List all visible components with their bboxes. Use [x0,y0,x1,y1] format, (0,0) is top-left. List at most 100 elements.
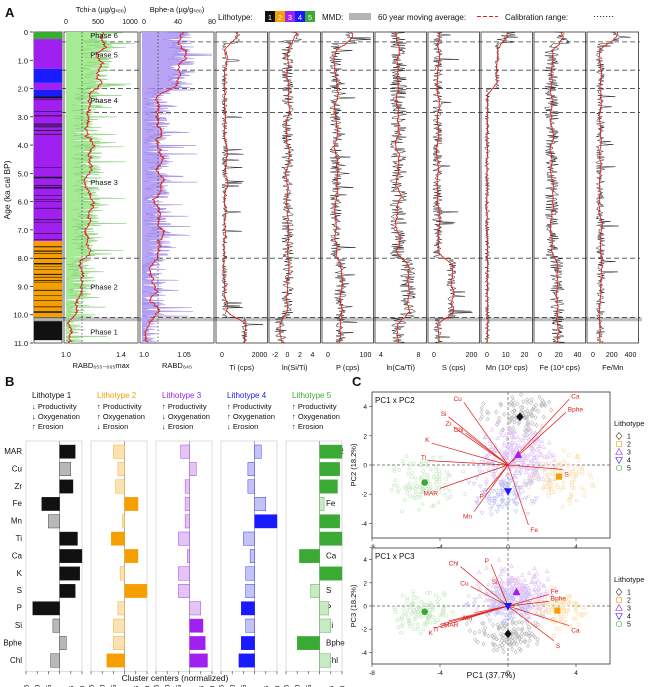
pca-point [399,630,403,635]
pca-point [512,490,518,495]
cluster-bar [319,531,343,546]
pca-point [560,605,565,610]
cluster-bar [124,497,139,511]
pca-point [591,484,595,489]
pca-legend-marker [615,447,623,455]
pca-point [522,456,527,461]
pca-point [426,491,431,496]
pca-point [533,586,538,591]
pca-point [502,613,508,618]
loading-arrow [431,442,509,466]
pca-point [523,639,528,644]
pca-point [524,424,529,430]
loading-label: P [480,493,484,500]
column-frame [586,31,639,344]
pca-point [550,597,554,601]
pca-point [536,477,542,482]
pca-point [544,461,549,466]
pca-point [537,461,543,467]
loading-arrow [439,464,509,489]
element-tick: 20 [555,352,563,359]
pca-point [527,481,533,487]
pca-point [581,605,585,610]
pca-point [406,487,411,492]
pca-point [533,581,539,586]
column-frame [63,31,139,344]
cluster-bar [240,601,255,616]
pca-point [555,599,559,603]
pca-point [568,501,573,506]
pca-point [566,599,571,603]
pca-point [488,507,494,512]
pca-point [426,614,431,619]
pca-point [496,418,502,423]
x-tick-label: 0.5 [68,685,75,687]
pca-point [567,474,572,478]
pca-point [534,446,540,451]
pca-point [580,466,584,470]
pca-point [582,488,586,492]
pca-point [498,631,503,637]
pca-point [526,419,531,425]
pca-point [538,582,544,587]
tchi-bottom-tick: 1.0 [61,352,71,359]
pca-point [499,499,505,504]
pca-point [535,594,541,599]
pca-point [568,624,573,629]
pca-point [566,464,570,469]
pca-point [416,610,420,615]
pca-x-tick-label: -8 [369,544,375,551]
panel-b: BMARMARCuCuZrZrFeFeMnMnTiTiCaCaKKSSPPSiS… [3,374,346,687]
cluster-bar [189,618,204,633]
cluster-bar [59,636,67,651]
pca-point [517,579,523,584]
pca-point [418,631,423,636]
variable-label-left: Si [15,621,22,630]
phase-label: Phase 3 [90,178,118,187]
loading-arrow [465,432,509,466]
pca-point [522,441,528,446]
pca-point [489,427,495,432]
pca-point [491,471,497,476]
pca-point [555,602,559,606]
pca-point [475,501,480,506]
element-FeMn-moving-average [598,31,619,344]
pca-point [510,578,515,584]
pca-point [510,452,515,457]
legend-lithotype-swatch [275,11,285,22]
pca-point [522,409,527,415]
tchi-top-tick: 1000 [122,19,138,26]
pca-point [425,591,429,595]
pca-legend-label: 2 [627,598,631,605]
pca-point [407,466,412,470]
pca-point [523,608,529,613]
pca-point [539,438,545,444]
panel-label-b: B [5,374,14,389]
pca-point [572,486,576,490]
pca-point [522,589,527,594]
pca-point [534,402,539,408]
pca-point [533,470,539,476]
pca-point [488,599,493,604]
pca-point [532,573,538,578]
variable-label-left: K [17,569,23,578]
variable-label-right: Ca [326,551,337,560]
variable-label-left: Chl [10,656,22,665]
pca-title: PC1 x PC2 [375,396,415,405]
tchi-top-label: Tchi-a (µg/gₛₑₒ) [76,5,127,14]
loading-label: S [564,471,569,478]
cluster-frame [155,440,213,672]
pca-point [518,595,523,600]
pca-point [495,647,500,653]
loading-label: Zr [445,421,452,428]
pca-point [525,432,530,438]
pca-point [562,469,566,473]
x-tick-label: 0.5 [133,685,140,687]
pca-point [532,565,537,571]
lithotype-tag: ↑ Oxygenation [97,412,145,421]
pca-point [551,452,556,457]
cluster-bar [117,601,125,616]
pca-point [484,481,489,487]
cluster-bar [247,462,255,476]
pca-point [435,602,440,606]
